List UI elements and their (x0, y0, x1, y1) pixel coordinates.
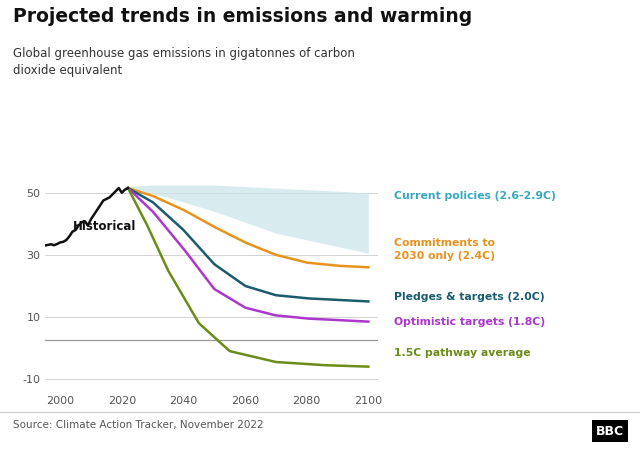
Text: Historical: Historical (72, 220, 136, 233)
Text: BBC: BBC (596, 425, 624, 437)
Text: Current policies (2.6-2.9C): Current policies (2.6-2.9C) (394, 191, 556, 201)
Text: Global greenhouse gas emissions in gigatonnes of carbon
dioxide equivalent: Global greenhouse gas emissions in gigat… (13, 47, 355, 77)
Text: Commitments to
2030 only (2.4C): Commitments to 2030 only (2.4C) (394, 238, 495, 261)
Text: 1.5C pathway average: 1.5C pathway average (394, 348, 530, 358)
Text: Optimistic targets (1.8C): Optimistic targets (1.8C) (394, 317, 545, 327)
Text: Pledges & targets (2.0C): Pledges & targets (2.0C) (394, 292, 544, 302)
Text: Projected trends in emissions and warming: Projected trends in emissions and warmin… (13, 7, 472, 26)
Text: Source: Climate Action Tracker, November 2022: Source: Climate Action Tracker, November… (13, 420, 264, 430)
